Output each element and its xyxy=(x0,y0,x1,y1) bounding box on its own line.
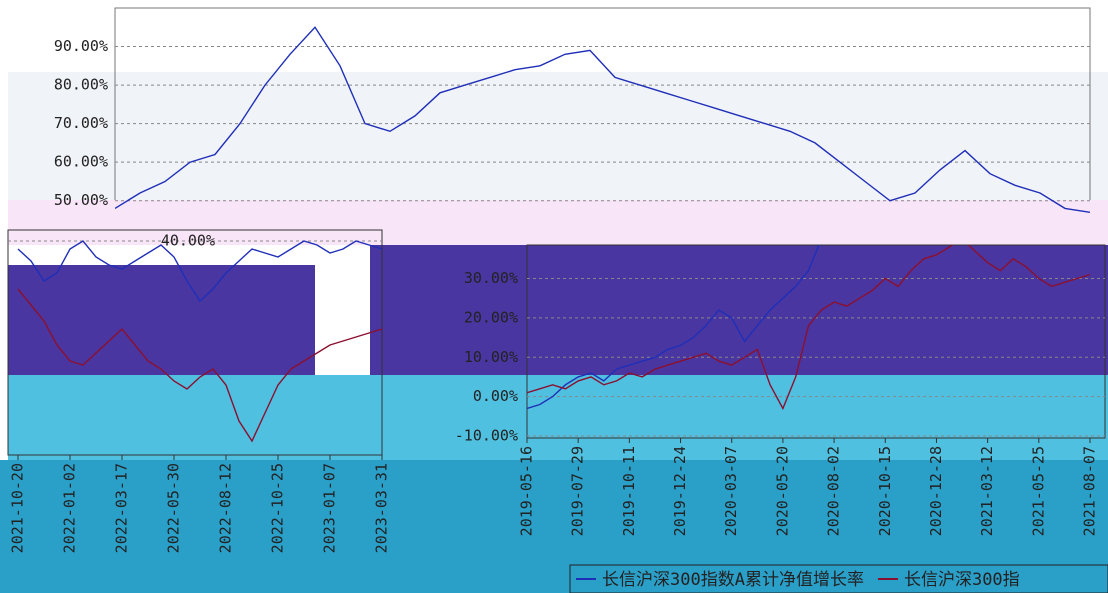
y-tick-label: 30.00% xyxy=(464,269,518,287)
y-tick-label: 90.00% xyxy=(54,37,108,55)
x-tick-label: 2022-01-02 xyxy=(61,463,79,553)
x-tick-label: 2021-03-12 xyxy=(978,446,996,536)
y-tick-label: 50.00% xyxy=(54,191,108,209)
band xyxy=(8,375,1108,460)
plot-frame xyxy=(526,244,1106,439)
legend-label: 长信沪深300指数A累计净值增长率 xyxy=(602,570,864,590)
x-tick-label: 2019-12-24 xyxy=(671,446,689,536)
x-tick-label: 2020-08-02 xyxy=(825,446,843,536)
y-tick-label: -10.00% xyxy=(455,427,518,445)
y-tick-label: 10.00% xyxy=(464,348,518,366)
y-tick-label: 60.00% xyxy=(54,153,108,171)
x-tick-label: 2020-05-20 xyxy=(773,446,791,536)
y-tick-label: 40.00% xyxy=(161,232,215,250)
series-line xyxy=(17,240,382,303)
x-tick-label: 2021-10-20 xyxy=(9,463,27,553)
legend-label: 长信沪深300指 xyxy=(904,570,1020,590)
series-line xyxy=(527,245,820,410)
x-tick-label: 2022-08-12 xyxy=(217,463,235,553)
y-tick-label: 20.00% xyxy=(464,308,518,326)
band xyxy=(370,245,1108,375)
band xyxy=(8,265,315,375)
y-tick-label: 80.00% xyxy=(54,76,108,94)
x-tick-label: 2023-01-07 xyxy=(321,463,339,553)
legend-box xyxy=(569,564,1108,593)
x-tick-label: 2022-10-25 xyxy=(269,463,287,553)
y-tick-label: 70.00% xyxy=(54,114,108,132)
series-line xyxy=(17,288,382,443)
band xyxy=(8,200,1108,245)
x-tick-label: 2019-10-11 xyxy=(620,446,638,536)
x-tick-label: 2023-03-31 xyxy=(373,463,391,553)
x-tick-label: 2021-05-25 xyxy=(1029,446,1047,536)
series-line xyxy=(115,26,1090,213)
x-tick-label: 2020-03-07 xyxy=(722,446,740,536)
band xyxy=(8,72,1108,222)
x-tick-label: 2022-03-17 xyxy=(113,463,131,553)
x-tick-label: 2019-07-29 xyxy=(569,446,587,536)
x-tick-label: 2022-05-30 xyxy=(165,463,183,553)
x-tick-label: 2019-05-16 xyxy=(518,446,536,536)
x-tick-label: 2020-12-28 xyxy=(927,446,945,536)
y-tick-label: 0.00% xyxy=(473,387,518,405)
series-line xyxy=(527,245,1091,411)
x-tick-label: 2021-08-07 xyxy=(1081,446,1099,536)
plot-frame xyxy=(7,229,383,456)
x-tick-label: 2020-10-15 xyxy=(876,446,894,536)
